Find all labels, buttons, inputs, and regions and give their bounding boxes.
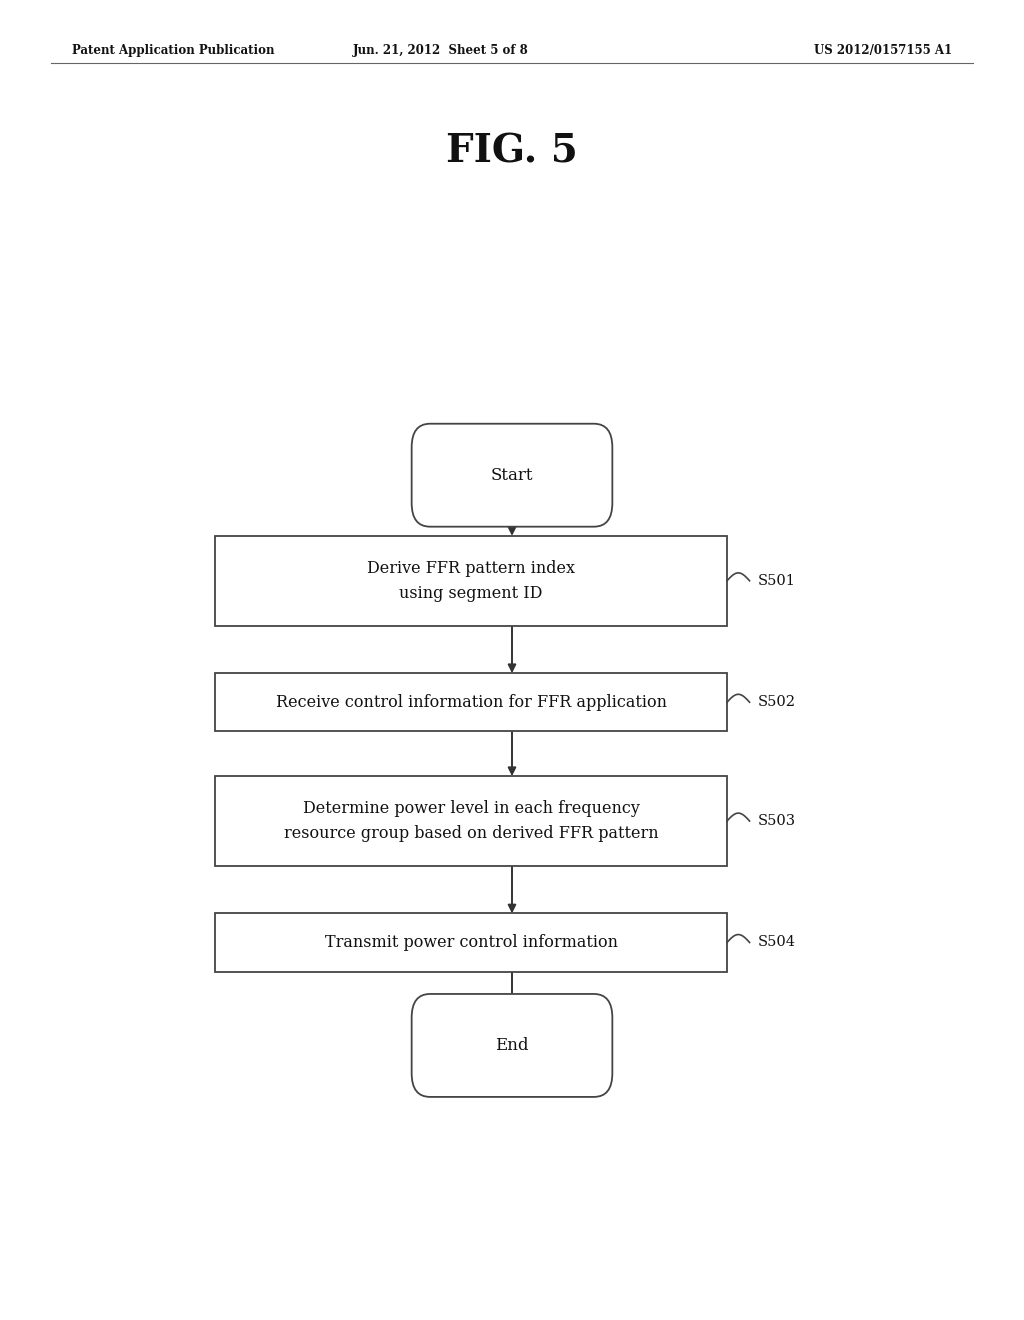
Text: US 2012/0157155 A1: US 2012/0157155 A1 [814, 44, 952, 57]
Bar [215, 776, 727, 866]
Bar [215, 673, 727, 731]
Text: Receive control information for FFR application: Receive control information for FFR appl… [275, 694, 667, 710]
FancyBboxPatch shape [412, 994, 612, 1097]
Text: S504: S504 [758, 936, 796, 949]
Text: S501: S501 [758, 574, 796, 587]
Text: Jun. 21, 2012  Sheet 5 of 8: Jun. 21, 2012 Sheet 5 of 8 [352, 44, 528, 57]
Text: Start: Start [490, 467, 534, 483]
Bar [215, 536, 727, 626]
Bar [215, 913, 727, 972]
Text: End: End [496, 1038, 528, 1053]
Text: S503: S503 [758, 814, 796, 828]
Text: Patent Application Publication: Patent Application Publication [72, 44, 274, 57]
Text: Derive FFR pattern index
using segment ID: Derive FFR pattern index using segment I… [367, 560, 575, 602]
Text: Transmit power control information: Transmit power control information [325, 935, 617, 950]
Text: Determine power level in each frequency
resource group based on derived FFR patt: Determine power level in each frequency … [284, 800, 658, 842]
Text: FIG. 5: FIG. 5 [446, 133, 578, 170]
Text: S502: S502 [758, 696, 796, 709]
FancyBboxPatch shape [412, 424, 612, 527]
